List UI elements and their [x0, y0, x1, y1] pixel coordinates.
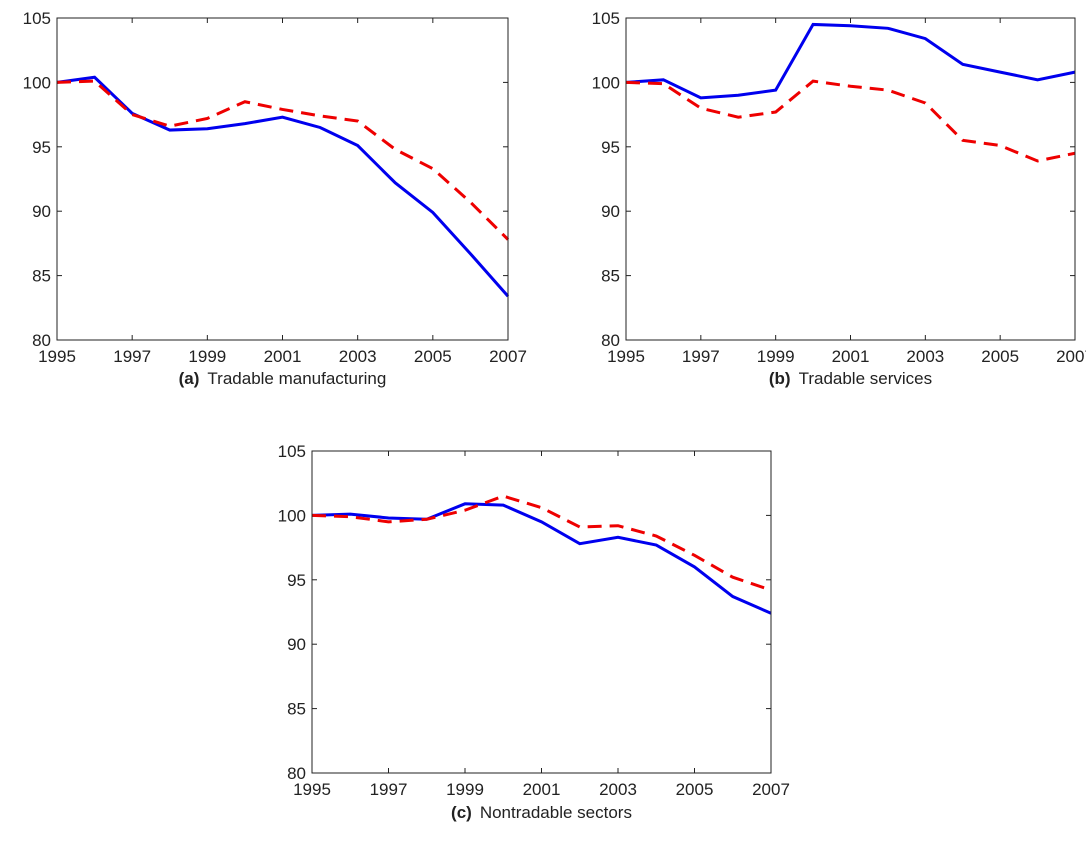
series-line — [56, 79, 510, 241]
x-tick-label: 1999 — [446, 780, 484, 799]
x-tick-label: 1995 — [607, 347, 645, 366]
y-tick-label: 85 — [601, 267, 620, 286]
caption-text: Tradable services — [799, 369, 933, 388]
caption-label: (a) — [179, 369, 200, 388]
y-tick-label: 105 — [23, 9, 51, 28]
x-tick-label: 1995 — [38, 347, 76, 366]
y-tick-label: 90 — [601, 202, 620, 221]
x-tick-label: 2007 — [1056, 347, 1086, 366]
y-tick-label: 90 — [32, 202, 51, 221]
caption: (a) Tradable manufacturing — [179, 369, 387, 388]
y-tick-label: 85 — [287, 700, 306, 719]
series-line — [311, 502, 772, 615]
series-line — [625, 79, 1076, 163]
caption-label: (c) — [451, 803, 472, 822]
caption-text: Nontradable sectors — [480, 803, 632, 822]
x-tick-label: 2005 — [981, 347, 1019, 366]
series-line — [625, 22, 1076, 100]
series-line — [311, 494, 772, 592]
y-tick-label: 80 — [32, 331, 51, 350]
x-tick-label: 2001 — [523, 780, 561, 799]
x-tick-label: 2001 — [264, 347, 302, 366]
plot-frame — [56, 17, 509, 341]
x-tick-label: 2005 — [676, 780, 714, 799]
x-tick-label: 1997 — [113, 347, 151, 366]
x-tick-label: 1999 — [757, 347, 795, 366]
panel: 80 85 90 95 100 105 1995 1997 1999 2001 2003 2005 20… — [278, 442, 790, 822]
caption-label: (b) — [769, 369, 791, 388]
y-tick-label: 100 — [278, 506, 306, 525]
x-tick-label: 1997 — [370, 780, 408, 799]
y-tick-label: 80 — [287, 764, 306, 783]
panel: 80 85 90 95 100 105 1995 1997 1999 2001 2003 2005 20… — [23, 9, 527, 388]
panel: 80 85 90 95 100 105 1995 1997 1999 2001 2003 2005 20… — [592, 9, 1086, 388]
y-tick-label: 105 — [592, 9, 620, 28]
x-tick-label: 1997 — [682, 347, 720, 366]
x-tick-label: 1999 — [188, 347, 226, 366]
caption-text: Tradable manufacturing — [207, 369, 386, 388]
x-tick-label: 1995 — [293, 780, 331, 799]
x-tick-label: 2001 — [832, 347, 870, 366]
y-tick-label: 95 — [32, 138, 51, 157]
y-tick-label: 105 — [278, 442, 306, 461]
caption: (b) Tradable services — [769, 369, 932, 388]
caption: (c) Nontradable sectors — [451, 803, 632, 822]
y-tick-label: 100 — [592, 73, 620, 92]
x-tick-label: 2007 — [489, 347, 527, 366]
y-tick-label: 80 — [601, 331, 620, 350]
y-tick-label: 100 — [23, 73, 51, 92]
x-tick-label: 2005 — [414, 347, 452, 366]
plot-frame — [625, 17, 1076, 341]
x-tick-label: 2003 — [906, 347, 944, 366]
y-tick-label: 85 — [32, 267, 51, 286]
x-tick-label: 2003 — [599, 780, 637, 799]
y-tick-label: 95 — [287, 571, 306, 590]
y-tick-label: 90 — [287, 635, 306, 654]
x-tick-label: 2007 — [752, 780, 790, 799]
plot-frame — [311, 450, 772, 774]
series-line — [56, 75, 510, 298]
x-tick-label: 2003 — [339, 347, 377, 366]
y-tick-label: 95 — [601, 138, 620, 157]
